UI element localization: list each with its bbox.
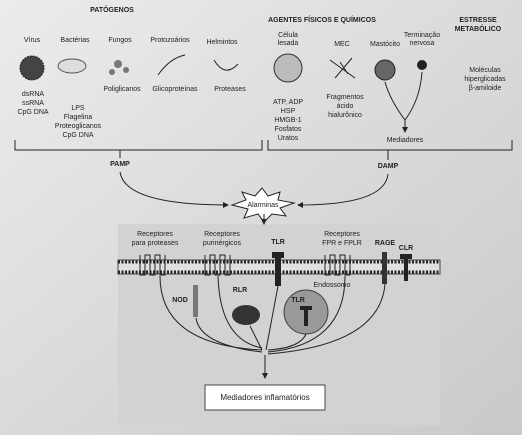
icons <box>19 53 427 133</box>
label: purinérgicos <box>203 240 242 247</box>
receptors <box>139 252 412 379</box>
label: hialurônico <box>328 112 362 119</box>
label: CpG DNA <box>17 109 48 116</box>
label: ácido <box>337 103 354 110</box>
label: Flagelina <box>64 114 93 121</box>
label: Receptores <box>204 231 240 238</box>
label: CpG DNA <box>62 132 93 139</box>
label: Célula <box>278 32 298 39</box>
label: Fragmentos <box>326 94 364 101</box>
label: β-amiloide <box>469 85 502 92</box>
label: PAMP <box>110 161 130 168</box>
label: Vírus <box>24 37 41 44</box>
label: Fungos <box>108 37 132 44</box>
bracket <box>14 140 263 158</box>
label: TLR <box>291 297 305 304</box>
label: Alarminas <box>247 202 279 209</box>
title: ESTRESSE <box>459 17 497 24</box>
arrow <box>297 173 389 208</box>
title: AGENTES FÍSICOS E QUÍMICOS <box>268 15 376 24</box>
label: para proteases <box>132 240 179 247</box>
label: RLR <box>233 287 247 294</box>
label: Proteases <box>214 86 246 93</box>
label: TLR <box>271 239 285 246</box>
label: ssRNA <box>22 100 44 107</box>
arrow <box>119 171 229 208</box>
label: RAGE <box>375 240 396 247</box>
label: Mediadores inflamatórios <box>220 393 309 402</box>
label: HSP <box>281 108 296 115</box>
label: dsRNA <box>22 91 45 98</box>
label: Glicoproteínas <box>152 86 198 93</box>
label: NOD <box>172 297 188 304</box>
label: Moléculas <box>469 67 501 74</box>
label: HMGB-1 <box>274 117 301 124</box>
label: Mediadores <box>387 137 424 144</box>
title: PATÓGENOS <box>90 5 134 14</box>
label: Uratos <box>278 135 299 142</box>
label: CLR <box>399 245 413 252</box>
label: ATP, ADP <box>273 99 303 106</box>
label: Terminação <box>404 32 440 39</box>
label: nervosa <box>410 40 435 47</box>
label: MEC <box>334 41 350 48</box>
label: Receptores <box>137 231 173 238</box>
label: DAMP <box>378 163 399 170</box>
label: Receptores <box>324 231 360 238</box>
label: Proteoglicanos <box>55 123 102 130</box>
label: Mastócito <box>370 41 400 48</box>
label: Fosfatos <box>275 126 302 133</box>
output-box <box>204 384 326 411</box>
label: lesada <box>278 40 299 47</box>
label: FPR e FPLR <box>322 240 362 247</box>
label: Bactérias <box>60 37 90 44</box>
title: METABÓLICO <box>455 24 502 33</box>
bracket <box>267 140 513 160</box>
label: LPS <box>71 105 85 112</box>
label: Poliglicanos <box>103 86 141 93</box>
label: Protozoários <box>150 37 190 44</box>
label: Endossomo <box>314 282 351 289</box>
label: hiperglicadas <box>464 76 506 83</box>
label: Helmintos <box>206 39 238 46</box>
